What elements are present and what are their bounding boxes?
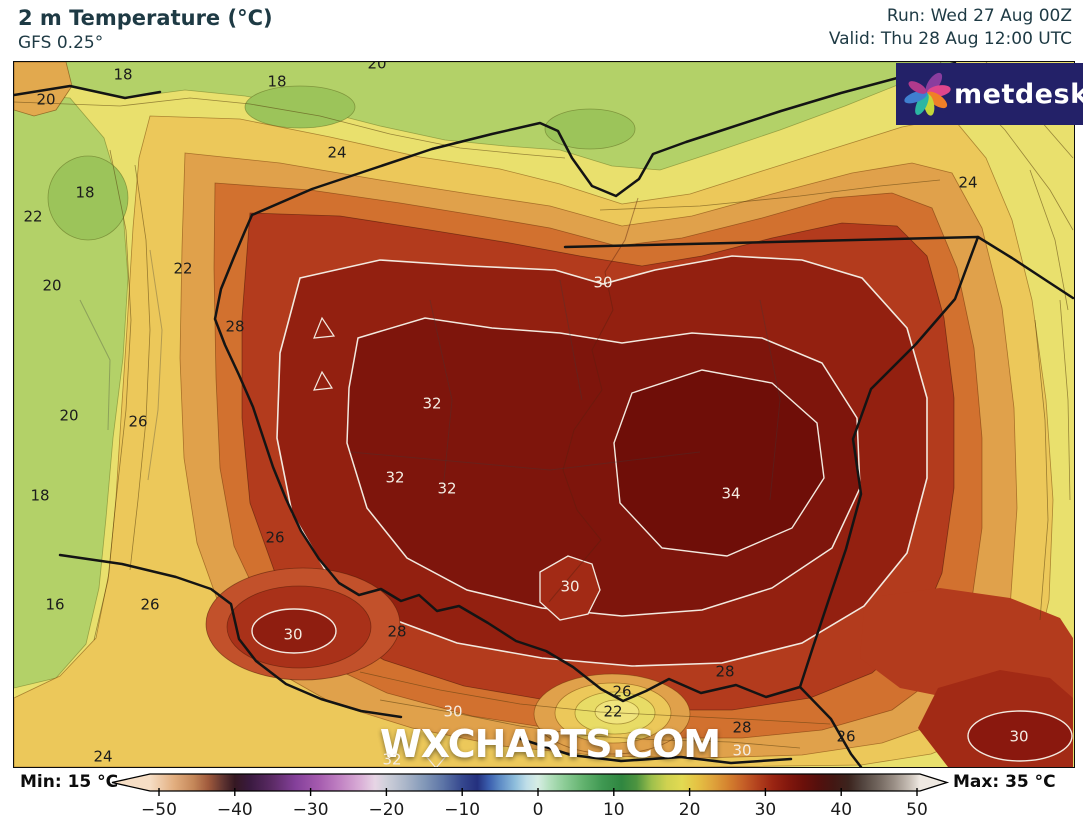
contour-label-30: 30 bbox=[283, 625, 303, 644]
contour-label-20: 20 bbox=[42, 276, 62, 295]
colorbar-tick-label: 30 bbox=[755, 800, 777, 820]
contour-label-22: 22 bbox=[603, 702, 623, 721]
run-time: Run: Wed 27 Aug 00Z bbox=[886, 6, 1072, 26]
contour-label-24: 24 bbox=[327, 143, 347, 162]
contour-label-32: 32 bbox=[385, 468, 405, 487]
valid-time: Valid: Thu 28 Aug 12:00 UTC bbox=[828, 29, 1072, 49]
contour-label-28: 28 bbox=[715, 662, 735, 681]
contour-label-20: 20 bbox=[59, 406, 79, 425]
run-valid-info: Run: Wed 27 Aug 00Z Valid: Thu 28 Aug 12… bbox=[829, 5, 1072, 51]
metdesk-logo: metdesk bbox=[896, 63, 1088, 125]
contour-label-16: 16 bbox=[45, 595, 65, 614]
colorbar-arrow-bar bbox=[111, 773, 950, 792]
colorbar-tick-label: 50 bbox=[906, 800, 928, 820]
contour-label-28: 28 bbox=[732, 718, 752, 737]
colorbar-tick-label: −10 bbox=[444, 800, 480, 820]
contour-label-24: 24 bbox=[958, 173, 978, 192]
colorbar-tick-label: −50 bbox=[141, 800, 177, 820]
contour-label-28: 28 bbox=[225, 317, 245, 336]
colorbar-tick-label: −40 bbox=[217, 800, 253, 820]
contour-label-34: 34 bbox=[721, 484, 741, 503]
colorbar-tick-label: −30 bbox=[293, 800, 329, 820]
contour-label-30: 30 bbox=[443, 702, 463, 721]
contour-label-22: 22 bbox=[23, 207, 43, 226]
colorbar-tick-label: 40 bbox=[830, 800, 852, 820]
contour-label-20: 20 bbox=[367, 62, 387, 73]
temperature-map-canvas bbox=[14, 62, 1074, 767]
model-subtitle: GFS 0.25° bbox=[18, 33, 104, 53]
colorbar-tick-label: 10 bbox=[603, 800, 625, 820]
page-title: 2 m Temperature (°C) bbox=[18, 6, 273, 30]
metdesk-logo-text: metdesk bbox=[954, 78, 1088, 110]
colorbar-max-label: Max: 35 °C bbox=[953, 772, 1056, 792]
contour-label-28: 28 bbox=[387, 622, 407, 641]
contour-label-20: 20 bbox=[36, 90, 56, 109]
colorbar-tick-label: −20 bbox=[368, 800, 404, 820]
contour-label-30: 30 bbox=[1009, 727, 1029, 746]
temperature-map: WXCHARTS.COM 18 18 20 20 18 24 22 22 20 28 20 26 18 2… bbox=[13, 61, 1075, 768]
contour-label-26: 26 bbox=[128, 412, 148, 431]
contour-label-26: 26 bbox=[612, 682, 632, 701]
contour-label-32: 32 bbox=[382, 750, 402, 767]
contour-label-18: 18 bbox=[267, 72, 287, 91]
contour-label-24: 24 bbox=[93, 747, 113, 766]
contour-label-30: 30 bbox=[732, 741, 752, 760]
contour-label-22: 22 bbox=[173, 259, 193, 278]
contour-label-26: 26 bbox=[265, 528, 285, 547]
contour-label-18: 18 bbox=[30, 486, 50, 505]
contour-label-18: 18 bbox=[113, 65, 133, 84]
contour-label-26: 26 bbox=[836, 727, 856, 746]
metdesk-flower-icon bbox=[904, 72, 951, 116]
colorbar-min-label: Min: 15 °C bbox=[20, 772, 119, 792]
contour-label-26: 26 bbox=[140, 595, 160, 614]
contour-label-32: 32 bbox=[422, 394, 442, 413]
contour-label-30: 30 bbox=[560, 577, 580, 596]
colorbar-tick-label: 20 bbox=[679, 800, 701, 820]
contour-label-30: 30 bbox=[593, 273, 613, 292]
contour-label-32: 32 bbox=[437, 479, 457, 498]
colorbar-tick-label: 0 bbox=[533, 800, 544, 820]
contour-label-18: 18 bbox=[75, 183, 95, 202]
colorbar: −50 −40 −30 −20 −10 0 10 20 30 40 50 bbox=[111, 773, 950, 820]
wxcharts-watermark: WXCHARTS.COM bbox=[379, 722, 721, 766]
